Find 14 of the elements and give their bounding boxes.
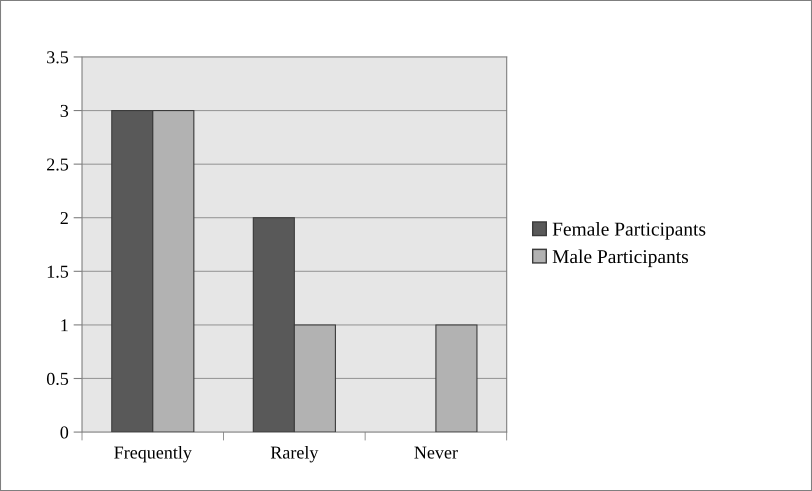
x-tick-label: Frequently — [114, 446, 192, 462]
y-tick-label: 3 — [60, 104, 68, 117]
x-tick-label: Never — [414, 446, 458, 459]
bar — [435, 324, 478, 432]
y-tick-label: 0 — [60, 426, 68, 439]
legend-label: Female Participants — [552, 222, 706, 240]
y-tick-label: 0.5 — [46, 372, 68, 386]
y-tick-label: 2 — [60, 212, 68, 224]
y-tick-label: 3.5 — [47, 51, 68, 64]
x-tick-label: Rarely — [270, 446, 318, 462]
y-tick-label: 1.5 — [48, 266, 68, 278]
y-tick-label: 2.5 — [47, 158, 68, 171]
y-tick-label: 1 — [61, 319, 68, 332]
legend-label: Male Participants — [552, 250, 688, 268]
